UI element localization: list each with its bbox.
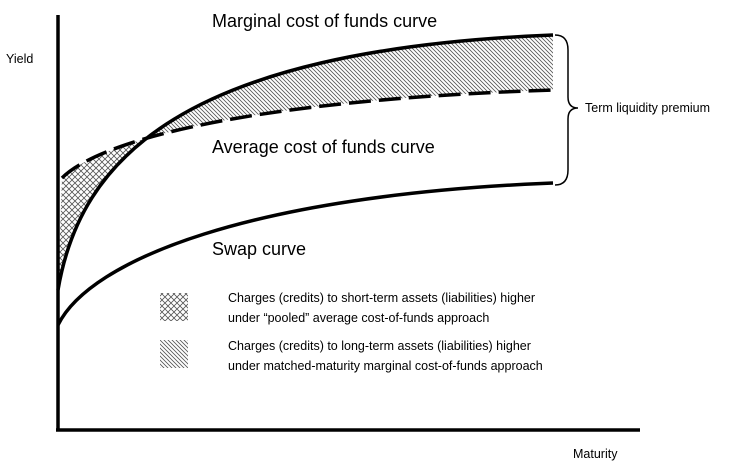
legend-text: Charges (credits) to long-term assets (l…: [228, 339, 531, 353]
brace: [554, 34, 579, 186]
marginal-curve: [56, 33, 554, 291]
curve-label: Average cost of funds curve: [212, 137, 435, 157]
short-term-region: [58, 140, 140, 290]
legend-text: under matched-maturity marginal cost-of-…: [228, 359, 543, 373]
legend-swatch: [160, 293, 188, 321]
x-axis-label: Maturity: [573, 447, 618, 461]
legend-text: Charges (credits) to short-term assets (…: [228, 291, 535, 305]
y-axis-label: Yield: [6, 52, 33, 66]
swap-curve: [56, 181, 554, 326]
curve-label: Swap curve: [212, 239, 306, 259]
annotation: Term liquidity premium: [585, 101, 710, 115]
curve-label: Marginal cost of funds curve: [212, 11, 437, 31]
legend-swatch: [160, 340, 188, 368]
legend-text: under “pooled” average cost-of-funds app…: [228, 311, 489, 325]
average-curve: [60, 88, 554, 180]
